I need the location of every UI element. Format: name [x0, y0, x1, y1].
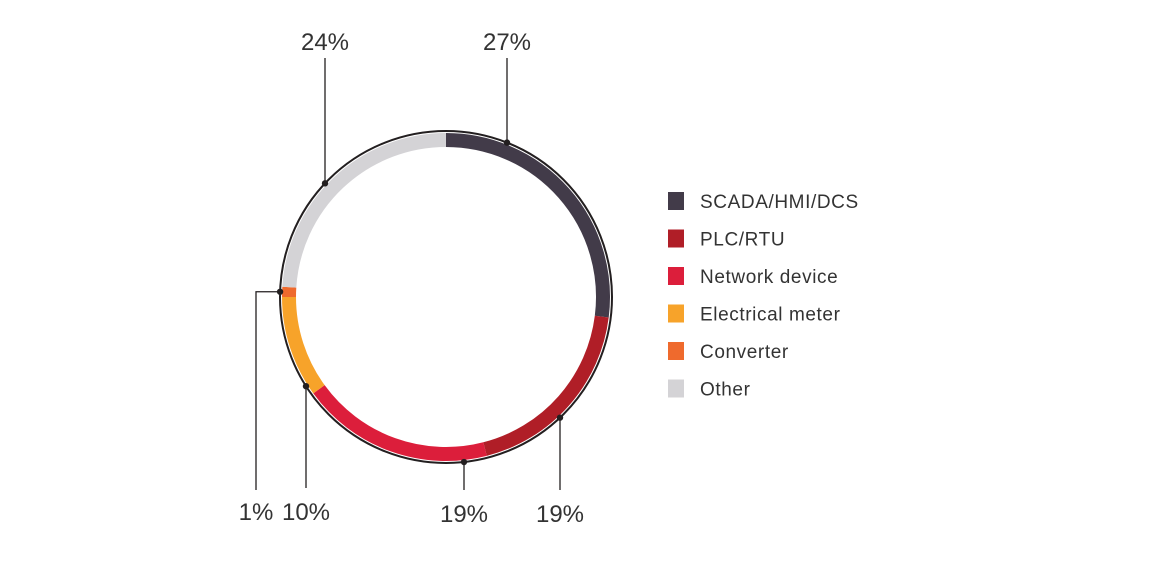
donut-ring — [279, 130, 613, 464]
data-label-scada-hmi-dcs: 27% — [483, 29, 531, 56]
slice-other — [282, 133, 447, 288]
slice-electrical-meter — [282, 296, 325, 394]
legend-label-electrical-meter: Electrical meter — [700, 305, 841, 326]
legend-label-network-device: Network device — [700, 267, 838, 288]
slice-network-device — [313, 385, 487, 461]
leader-dot-other — [321, 180, 329, 187]
leader-dot-electrical-meter — [302, 382, 310, 390]
legend-swatch-electrical-meter — [668, 304, 684, 323]
leader-dot-plc-rtu — [556, 414, 564, 421]
data-label-network-device: 19% — [440, 501, 488, 528]
legend: SCADA/HMI/DCS PLC/RTU Network device Electr… — [668, 192, 859, 401]
slice-plc-rtu — [483, 315, 609, 456]
legend-swatch-plc-rtu — [668, 229, 684, 248]
data-label-plc-rtu: 19% — [536, 501, 584, 528]
leader-dot-network-device — [460, 458, 468, 466]
data-label-electrical-meter: 10% — [282, 499, 330, 526]
legend-swatch-converter — [668, 342, 684, 360]
legend-label-converter: Converter — [700, 342, 789, 363]
leader-line-converter — [255, 291, 281, 490]
legend-label-scada-hmi-dcs: SCADA/HMI/DCS — [700, 192, 859, 213]
leader-dot-scada-hmi-dcs — [503, 139, 511, 146]
donut-outline — [279, 130, 613, 464]
legend-swatch-other — [668, 379, 684, 398]
legend-swatch-scada-hmi-dcs — [668, 192, 684, 210]
leader-lines — [255, 58, 564, 490]
percentage-labels: 27% 19% 19% 10% 1% 24% — [239, 29, 584, 528]
legend-label-plc-rtu: PLC/RTU — [700, 230, 785, 251]
leader-dot-converter — [276, 288, 284, 295]
legend-swatch-network-device — [668, 267, 684, 285]
data-label-converter: 1% — [239, 499, 274, 526]
legend-label-other: Other — [700, 380, 751, 401]
data-label-other: 24% — [301, 29, 349, 56]
slice-scada-hmi-dcs — [445, 133, 610, 318]
